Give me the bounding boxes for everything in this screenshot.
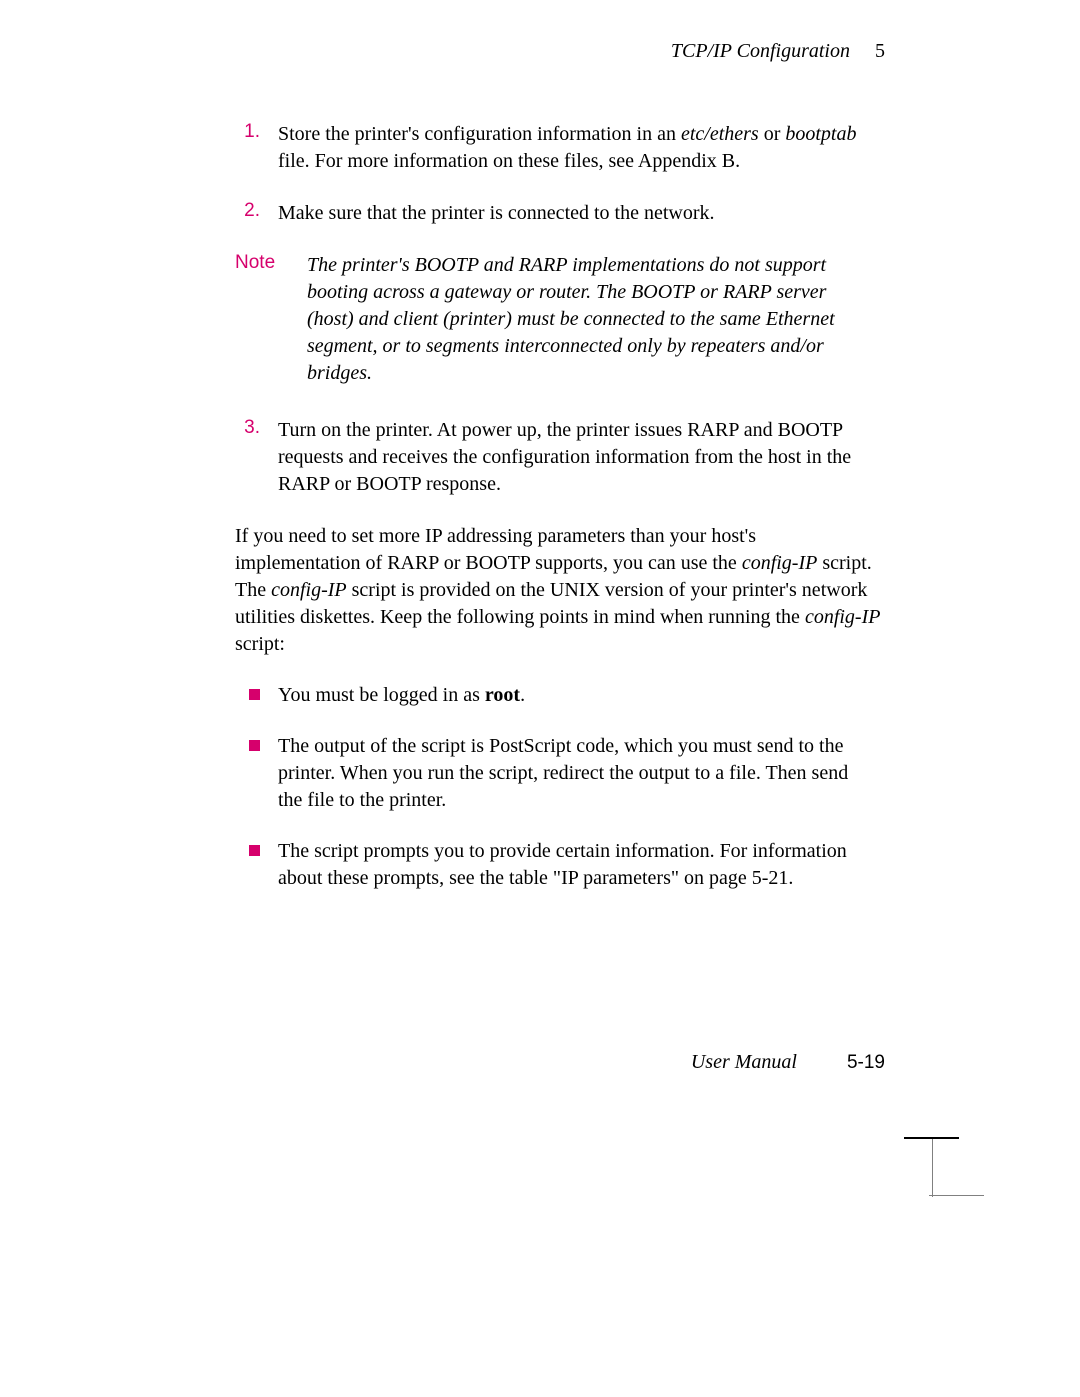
bullet-icon — [235, 838, 268, 892]
bullet-content: The output of the script is PostScript c… — [268, 733, 885, 814]
bullet-1: You must be logged in as root. — [235, 682, 885, 709]
text: file. For more information on these file… — [278, 150, 740, 172]
body-paragraph: If you need to set more IP addressing pa… — [235, 523, 885, 658]
step-content: Turn on the printer. At power up, the pr… — [268, 417, 885, 498]
footer-title: User Manual — [691, 1051, 797, 1073]
page-footer: User Manual 5-19 — [691, 1051, 885, 1074]
text: script: — [235, 633, 285, 655]
text: If you need to set more IP addressing pa… — [235, 525, 756, 574]
page-number: 5-19 — [847, 1052, 885, 1073]
bullet-content: The script prompts you to provide certai… — [268, 838, 885, 892]
note-label: Note — [235, 252, 295, 387]
italic-text: config-IP — [742, 552, 818, 574]
bullet-3: The script prompts you to provide certai… — [235, 838, 885, 892]
note-block: Note The printer's BOOTP and RARP implem… — [235, 252, 885, 387]
text: . — [520, 684, 525, 706]
document-page: TCP/IP Configuration 5 1. Store the prin… — [0, 0, 1080, 1397]
step-content: Make sure that the printer is connected … — [268, 200, 715, 227]
step-number: 3. — [235, 417, 268, 498]
text: Store the printer's configuration inform… — [278, 123, 681, 145]
bullet-icon — [235, 733, 268, 814]
italic-text: etc/ethers — [681, 123, 759, 145]
bullet-icon — [235, 682, 268, 709]
header-title: TCP/IP Configuration — [671, 40, 850, 62]
step-content: Store the printer's configuration inform… — [268, 121, 885, 175]
page-header: TCP/IP Configuration 5 — [235, 40, 885, 63]
step-number: 2. — [235, 200, 268, 227]
bullet-2: The output of the script is PostScript c… — [235, 733, 885, 814]
step-3: 3. Turn on the printer. At power up, the… — [235, 417, 885, 498]
step-2: 2. Make sure that the printer is connect… — [235, 200, 885, 227]
italic-text: bootptab — [785, 123, 856, 145]
step-number: 1. — [235, 121, 268, 175]
text: You must be logged in as — [278, 684, 485, 706]
italic-text: config-IP — [805, 606, 881, 628]
bullet-content: You must be logged in as root. — [268, 682, 545, 709]
italic-text: config-IP — [271, 579, 347, 601]
chapter-number: 5 — [875, 40, 885, 62]
step-1: 1. Store the printer's configuration inf… — [235, 121, 885, 175]
bold-text: root — [485, 684, 520, 706]
note-content: The printer's BOOTP and RARP implementat… — [295, 252, 885, 387]
text: or — [759, 123, 786, 145]
